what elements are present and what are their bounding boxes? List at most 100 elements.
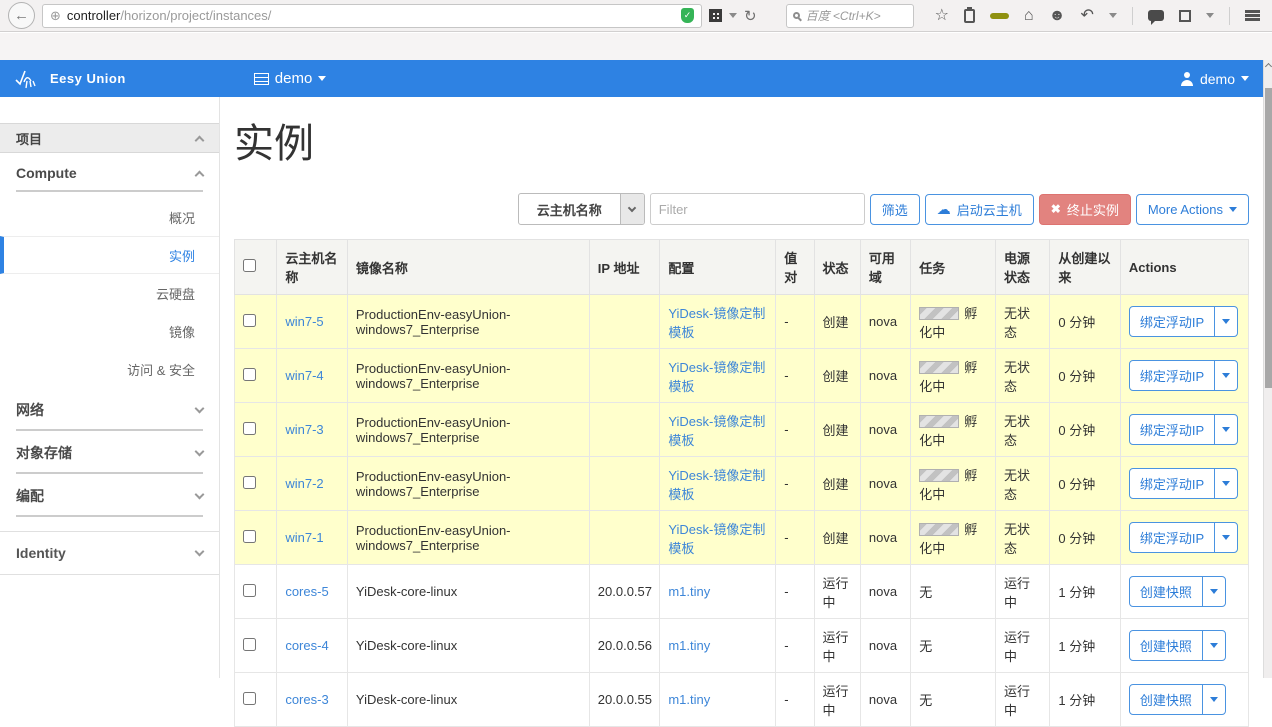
launch-instance-button[interactable]: ☁ 启动云主机 — [925, 194, 1034, 225]
more-actions-button[interactable]: More Actions — [1136, 194, 1249, 225]
chat-bubble-icon[interactable] — [1148, 10, 1164, 21]
project-table-icon — [254, 73, 269, 85]
keypair-cell: - — [776, 457, 814, 511]
select-all-checkbox[interactable] — [243, 259, 256, 272]
row-checkbox[interactable] — [243, 314, 256, 327]
instance-name-link[interactable]: win7-2 — [285, 476, 323, 491]
browser-search-bar[interactable]: 百度 <Ctrl+K> — [786, 4, 914, 28]
row-checkbox[interactable] — [243, 638, 256, 651]
reload-icon[interactable]: ↻ — [744, 7, 757, 25]
row-action-button[interactable]: 绑定浮动IP — [1129, 306, 1215, 337]
flavor-link[interactable]: YiDesk-镜像定制模板 — [668, 360, 765, 394]
row-action-button[interactable]: 绑定浮动IP — [1129, 522, 1215, 553]
instance-name-link[interactable]: win7-1 — [285, 530, 323, 545]
instance-name-link[interactable]: cores-5 — [285, 584, 328, 599]
smiley-icon[interactable]: ☻ — [1049, 8, 1066, 24]
bookmark-star-icon[interactable]: ☆ — [935, 8, 949, 24]
row-action-dropdown[interactable] — [1214, 468, 1238, 499]
user-menu[interactable]: demo — [1180, 71, 1249, 87]
row-action-button[interactable]: 创建快照 — [1129, 684, 1203, 715]
instance-name-link[interactable]: cores-4 — [285, 638, 328, 653]
undo-dropdown-icon[interactable] — [1109, 13, 1117, 18]
crop-dropdown-icon[interactable] — [1206, 13, 1214, 18]
brand[interactable]: Eesy Union — [14, 68, 126, 90]
flavor-link[interactable]: YiDesk-镜像定制模板 — [668, 468, 765, 502]
menu-hamburger-icon[interactable] — [1245, 10, 1260, 21]
chevron-down-icon — [1229, 207, 1237, 212]
row-checkbox[interactable] — [243, 368, 256, 381]
instance-name-link[interactable]: win7-5 — [285, 314, 323, 329]
az-cell: nova — [860, 349, 910, 403]
filter-field-select[interactable]: 云主机名称 — [518, 193, 645, 225]
instance-name-link[interactable]: win7-3 — [285, 422, 323, 437]
task-progress-bar — [919, 415, 959, 428]
row-action-button[interactable]: 绑定浮动IP — [1129, 468, 1215, 499]
sidebar-group-project[interactable]: 项目 — [0, 123, 219, 153]
extension-dash-icon[interactable] — [990, 13, 1009, 19]
sidebar-item-概况[interactable]: 概况 — [0, 198, 219, 236]
terminate-instance-button[interactable]: ✖ 终止实例 — [1039, 194, 1131, 225]
row-checkbox[interactable] — [243, 584, 256, 597]
sidebar-section-对象存储[interactable]: 对象存储 — [0, 431, 219, 463]
flavor-link[interactable]: m1.tiny — [668, 638, 710, 653]
row-action-dropdown[interactable] — [1202, 630, 1226, 661]
row-action-dropdown[interactable] — [1214, 306, 1238, 337]
filter-input[interactable] — [650, 193, 865, 225]
row-action-button[interactable]: 绑定浮动IP — [1129, 414, 1215, 445]
sidebar-section-compute[interactable]: Compute — [0, 153, 219, 181]
row-action-button[interactable]: 创建快照 — [1129, 576, 1203, 607]
scrollbar-thumb[interactable] — [1265, 88, 1272, 388]
sidebar-section-编配[interactable]: 编配 — [0, 474, 219, 506]
scroll-up-arrow-icon[interactable] — [1265, 62, 1272, 70]
image-name-cell: ProductionEnv-easyUnion-windows7_Enterpr… — [347, 511, 589, 565]
chevron-down-icon — [195, 404, 205, 414]
undo-icon[interactable]: ↶ — [1080, 8, 1093, 24]
sidebar-item-实例[interactable]: 实例 — [0, 236, 219, 274]
age-cell: 1 分钟 — [1050, 565, 1121, 619]
url-path: /horizon/project/instances/ — [120, 8, 271, 23]
row-action-button[interactable]: 绑定浮动IP — [1129, 360, 1215, 391]
flavor-link[interactable]: m1.tiny — [668, 692, 710, 707]
sidebar-section-网络[interactable]: 网络 — [0, 388, 219, 420]
row-checkbox[interactable] — [243, 692, 256, 705]
browser-back-button[interactable]: ← — [8, 2, 35, 29]
row-checkbox[interactable] — [243, 530, 256, 543]
flavor-link[interactable]: YiDesk-镜像定制模板 — [668, 414, 765, 448]
row-action-button[interactable]: 创建快照 — [1129, 630, 1203, 661]
clipboard-icon[interactable] — [964, 9, 975, 23]
flavor-link[interactable]: YiDesk-镜像定制模板 — [668, 306, 765, 340]
sidebar-item-云硬盘[interactable]: 云硬盘 — [0, 274, 219, 312]
row-action-dropdown[interactable] — [1214, 414, 1238, 445]
search-icon — [793, 12, 800, 19]
row-action-dropdown[interactable] — [1202, 576, 1226, 607]
table-row: win7-1 ProductionEnv-easyUnion-windows7_E… — [235, 511, 1249, 565]
instance-name-link[interactable]: win7-4 — [285, 368, 323, 383]
security-shield-icon[interactable]: ✓ — [681, 8, 694, 23]
row-checkbox[interactable] — [243, 476, 256, 489]
power-cell: 运行中 — [995, 619, 1049, 673]
sidebar-item-访问 & 安全[interactable]: 访问 & 安全 — [0, 350, 219, 388]
flavor-link[interactable]: m1.tiny — [668, 584, 710, 599]
project-selector[interactable]: demo — [254, 70, 327, 87]
brand-name: Eesy Union — [50, 71, 126, 86]
row-checkbox[interactable] — [243, 422, 256, 435]
home-icon[interactable]: ⌂ — [1024, 8, 1034, 24]
flavor-link[interactable]: YiDesk-镜像定制模板 — [668, 522, 765, 556]
row-action-dropdown[interactable] — [1214, 522, 1238, 553]
compute-items: 概况实例云硬盘镜像访问 & 安全 — [0, 198, 219, 388]
qr-code-icon[interactable] — [709, 9, 722, 22]
filter-submit-button[interactable]: 筛选 — [870, 194, 920, 225]
url-bar[interactable]: ⊕ controller/horizon/project/instances/ … — [42, 4, 702, 28]
sidebar-item-镜像[interactable]: 镜像 — [0, 312, 219, 350]
sidebar-section-identity[interactable]: Identity — [0, 531, 219, 575]
status-cell: 创建 — [814, 457, 860, 511]
vertical-scrollbar[interactable] — [1263, 60, 1272, 678]
instance-name-link[interactable]: cores-3 — [285, 692, 328, 707]
row-action-dropdown[interactable] — [1214, 360, 1238, 391]
screenshot-crop-icon[interactable] — [1179, 10, 1191, 22]
browser-search-placeholder: 百度 <Ctrl+K> — [806, 7, 881, 24]
chevron-down-icon — [1210, 697, 1218, 702]
url-dropdown-icon[interactable] — [729, 13, 737, 18]
row-action-dropdown[interactable] — [1202, 684, 1226, 715]
